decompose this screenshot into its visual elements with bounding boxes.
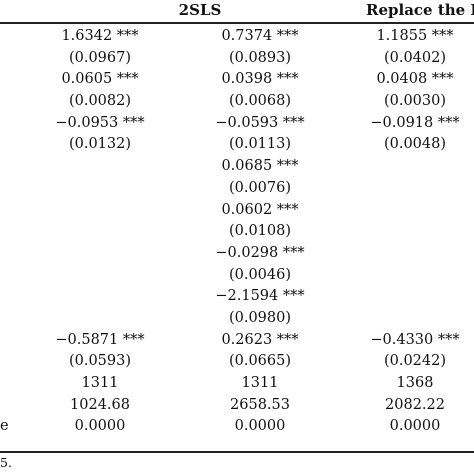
cell-c3: (0.0048) <box>383 136 447 153</box>
cell-c2: 2658.53 <box>230 396 290 413</box>
cell-c2: (0.0108) <box>228 223 292 240</box>
cell-c3: (0.0242) <box>383 353 447 370</box>
cell-c2: −0.0593 *** <box>215 114 305 131</box>
cell-c1: 0.0000 <box>74 418 126 435</box>
cell-c3: 0.0408 *** <box>376 71 454 88</box>
table-header: 2SLS Replace the E <box>0 0 474 22</box>
table-row: −2.1594 *** <box>0 286 474 308</box>
cell-c1: (0.0132) <box>68 136 132 153</box>
cell-c2: 0.0000 <box>234 418 286 435</box>
table-row: −0.5871 *** 0.2623 *** −0.4330 *** <box>0 330 474 352</box>
cell-c2: 0.2623 *** <box>221 331 299 348</box>
table-row: (0.0980) <box>0 308 474 330</box>
table-row: (0.0046) <box>0 265 474 287</box>
cell-c2: 0.0685 *** <box>221 158 299 175</box>
cell-c2: (0.0665) <box>228 353 292 370</box>
bottom-rule <box>0 451 474 453</box>
cell-c2: (0.0046) <box>228 266 292 283</box>
cell-c2: 0.0602 *** <box>221 201 299 218</box>
cell-c2: (0.0980) <box>228 309 292 326</box>
table-row: −0.0298 *** <box>0 243 474 265</box>
table-row: −0.0953 *** −0.0593 *** −0.0918 *** <box>0 113 474 135</box>
table-row: (0.0108) <box>0 221 474 243</box>
table-row: (0.0076) <box>0 178 474 200</box>
table-row: (0.0593) (0.0665) (0.0242) <box>0 351 474 373</box>
cell-c3: 2082.22 <box>385 396 445 413</box>
table-row: 1311 1311 1368 <box>0 373 474 395</box>
table-row: e 0.0000 0.0000 0.0000 <box>0 416 474 438</box>
table-body: 1.6342 *** 0.7374 *** 1.1855 *** (0.0967) (0… <box>0 26 474 438</box>
header-replace: Replace the E <box>366 1 474 19</box>
cell-c3: −0.4330 *** <box>370 331 460 348</box>
cell-c2: (0.0076) <box>228 179 292 196</box>
cell-c1: 1024.68 <box>70 396 130 413</box>
cell-c1: −0.0953 *** <box>55 114 145 131</box>
cell-c2: 0.7374 *** <box>221 28 299 44</box>
header-2sls: 2SLS <box>178 1 222 19</box>
cell-c2: (0.0068) <box>228 93 292 110</box>
cell-c3: (0.0030) <box>383 93 447 110</box>
cell-c1: (0.0967) <box>68 49 132 66</box>
table-row: (0.0967) (0.0893) (0.0402) <box>0 48 474 70</box>
table-row: 0.0602 *** <box>0 200 474 222</box>
cell-c3: 1368 <box>396 375 434 391</box>
cell-c2: (0.0113) <box>228 136 292 153</box>
table-row: (0.0132) (0.0113) (0.0048) <box>0 134 474 156</box>
top-rule <box>0 22 474 24</box>
table-row: 1.6342 *** 0.7374 *** 1.1855 *** <box>0 26 474 48</box>
cell-c1: 0.0605 *** <box>61 71 139 88</box>
cell-c2: −0.0298 *** <box>215 244 305 261</box>
cell-c1: −0.5871 *** <box>55 331 145 348</box>
cell-c2: −2.1594 *** <box>215 288 305 305</box>
cell-c3: −0.0918 *** <box>370 114 460 131</box>
cell-c2: (0.0893) <box>228 49 292 66</box>
cell-c1: 1.6342 *** <box>61 28 139 44</box>
table-row: 1024.68 2658.53 2082.22 <box>0 395 474 417</box>
table-note: 5. <box>0 455 12 470</box>
cell-c1: (0.0593) <box>68 353 132 370</box>
table-row: 0.0685 *** <box>0 156 474 178</box>
row-label: e <box>0 418 9 435</box>
cell-c3: 1.1855 *** <box>376 28 454 44</box>
cell-c2: 1311 <box>241 375 279 391</box>
cell-c3: (0.0402) <box>383 49 447 66</box>
table-row: 0.0605 *** 0.0398 *** 0.0408 *** <box>0 69 474 91</box>
cell-c2: 0.0398 *** <box>221 71 299 88</box>
cell-c1: 1311 <box>81 375 119 391</box>
cell-c1: (0.0082) <box>68 93 132 110</box>
table-row: (0.0082) (0.0068) (0.0030) <box>0 91 474 113</box>
cell-c3: 0.0000 <box>389 418 441 435</box>
